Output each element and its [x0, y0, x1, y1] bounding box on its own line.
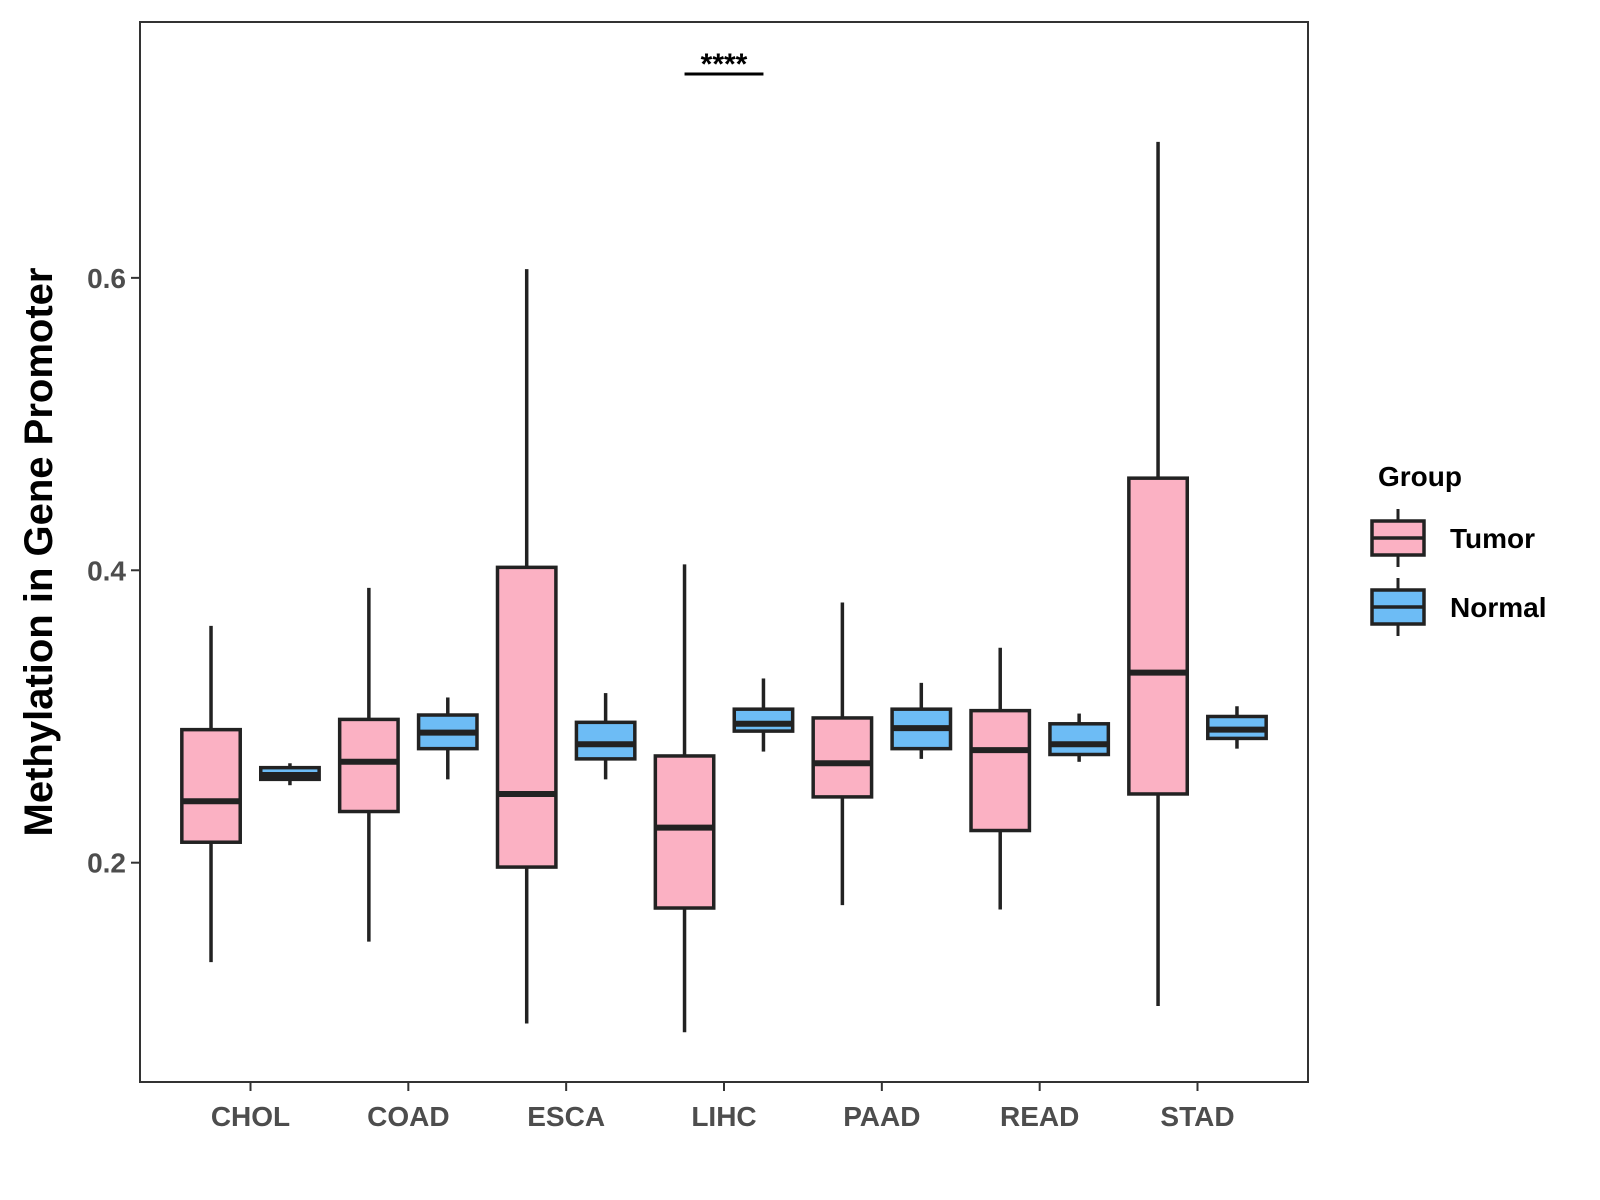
box-tumor-stad: [1127, 141, 1190, 1006]
legend-label: Tumor: [1450, 523, 1535, 554]
x-tick-label-paad: PAAD: [843, 1101, 920, 1132]
box-iqr: [1048, 722, 1111, 757]
annotations: ****: [684, 48, 764, 81]
significance-label: ****: [701, 48, 748, 81]
x-tick-label-chol: CHOL: [211, 1101, 290, 1132]
y-tick-label: 0.2: [87, 848, 126, 879]
x-tick-label-esca: ESCA: [527, 1101, 605, 1132]
box-iqr: [969, 708, 1032, 833]
legend-item-tumor: Tumor: [1370, 509, 1535, 567]
box-tumor-read: [969, 647, 1032, 910]
legend: Group Tumor Normal: [1370, 461, 1546, 636]
box-iqr: [574, 720, 637, 761]
box-normal-lihc: [732, 678, 795, 752]
x-tick-label-lihc: LIHC: [691, 1101, 756, 1132]
plot-area: [180, 141, 1268, 1033]
box-tumor-lihc: [653, 564, 716, 1033]
legend-label: Normal: [1450, 592, 1546, 623]
box-tumor-paad: [811, 602, 874, 906]
y-axis-title: Methylation in Gene Promoter: [17, 268, 61, 837]
box-iqr: [495, 565, 558, 869]
axes: 0.2 0.4 0.6 CHOL COAD ESCA LIHC PAAD READ STAD: [87, 21, 1309, 1132]
legend-title: Group: [1378, 461, 1462, 492]
box-iqr: [653, 754, 716, 910]
legend-item-normal: Normal: [1370, 578, 1546, 636]
box-normal-esca: [574, 693, 637, 780]
x-tick-label-read: READ: [1000, 1101, 1079, 1132]
box-iqr: [180, 727, 242, 844]
y-tick-label: 0.4: [87, 555, 126, 586]
box-normal-coad: [416, 697, 479, 780]
box-normal-paad: [890, 682, 953, 759]
box-normal-chol: [258, 763, 321, 786]
box-normal-stad: [1206, 706, 1268, 749]
y-tick-label: 0.6: [87, 263, 126, 294]
x-tick-label-stad: STAD: [1160, 1101, 1234, 1132]
box-iqr: [1127, 476, 1190, 796]
box-tumor-chol: [180, 625, 242, 963]
box-tumor-esca: [495, 269, 558, 1024]
box-iqr: [811, 716, 874, 799]
box-normal-read: [1048, 713, 1111, 762]
box-iqr: [732, 707, 795, 733]
box-tumor-coad: [337, 587, 400, 942]
box-iqr: [337, 717, 400, 814]
x-tick-label-coad: COAD: [367, 1101, 449, 1132]
